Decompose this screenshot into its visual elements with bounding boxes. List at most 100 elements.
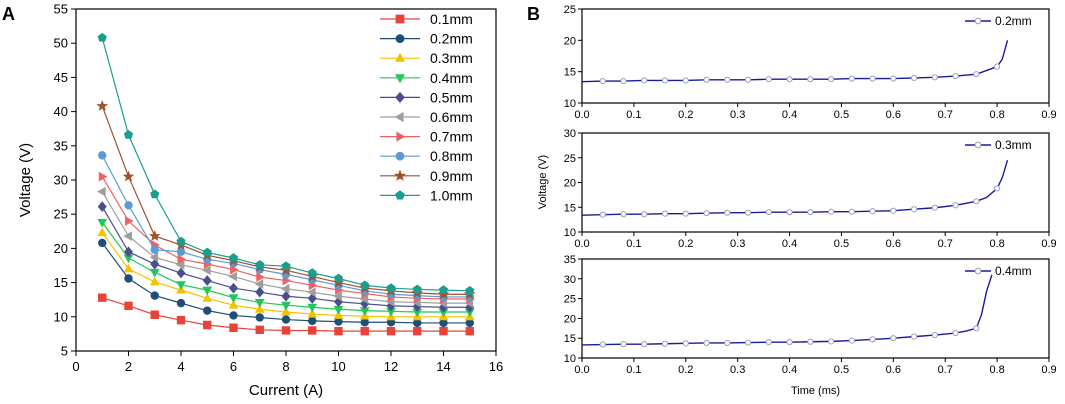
legend-item: 1.0mm [380,187,473,203]
data-point [334,317,343,326]
x-tick-label: 0.2 [678,109,693,121]
data-point [952,72,959,80]
y-tick-label: 40 [54,104,68,119]
data-point [255,259,265,269]
data-point [256,272,265,282]
legend-label: 0.3mm [995,138,1032,152]
subplot-frame [581,8,1050,104]
data-point [98,238,107,248]
data-point [620,77,627,85]
legend-item: 0.6mm [380,109,473,125]
data-point [620,341,627,348]
data-point [786,339,793,346]
data-point [973,198,980,205]
y-tick-label: 30 [564,274,576,286]
data-point [952,202,959,209]
y-tick-label: 30 [564,128,576,140]
legend-marker [393,169,407,181]
data-point [254,279,264,289]
data-point [641,211,648,218]
legend-marker [395,151,405,161]
data-point [97,227,108,237]
x-tick-label: 0.7 [938,364,953,376]
series-0.4mm [97,218,475,318]
panel-b-label: B [527,4,540,24]
data-point [254,299,265,308]
x-tick-label: 0.8 [989,238,1004,250]
panel-a-label: A [2,4,15,24]
data-point [281,290,291,302]
data-point [931,74,938,81]
data-point [724,76,731,83]
data-point [724,209,731,216]
data-point [97,201,107,213]
data-point [682,77,689,84]
x-tick-label: 0.3 [730,364,745,376]
legend-label: 0.9mm [430,168,473,184]
legend-marker [396,131,406,142]
x-tick-label: 0.5 [834,109,849,121]
data-point [333,291,342,302]
x-tick-label: 0 [72,359,79,374]
legend-item: 0.2mm [965,14,1032,28]
data-point [661,77,669,84]
data-point [229,323,238,332]
data-point [202,247,212,257]
y-tick-label: 15 [564,67,576,79]
data-point [661,210,669,217]
legend-item: 0.1mm [380,11,473,27]
legend-label: 0.6mm [430,109,473,125]
data-point [123,263,134,273]
legend-item: 0.8mm [380,148,473,164]
data-point [98,151,107,160]
data-point [97,32,107,42]
data-point [765,339,772,346]
data-point [176,267,186,279]
data-point [334,326,343,336]
legend-marker [974,267,982,275]
y-tick-label: 30 [54,173,68,188]
data-point [682,210,689,217]
data-point [994,63,1001,70]
legend-marker [395,91,405,104]
x-tick-label: 0.5 [834,238,849,250]
legend-item: 0.4mm [380,70,473,86]
data-point [869,336,876,343]
data-point [869,208,876,215]
data-point [360,326,369,336]
x-tick-label: 14 [436,359,450,374]
data-point [765,76,772,83]
data-point [807,209,814,216]
data-point [149,276,160,286]
data-point [848,75,855,82]
y-axis-title: Voltage (V) [537,155,549,209]
data-point [641,341,648,348]
data-point [123,231,132,241]
x-tick-label: 0.0 [574,364,589,376]
x-axis-title: Time (ms) [791,385,840,397]
data-point [910,74,918,82]
data-point [910,206,918,213]
data-point [786,76,793,83]
y-tick-label: 15 [564,202,576,214]
legend-item: 0.2mm [380,31,473,47]
panel-a-chart: 0 2 4 6 8 10 12 14 16 5 10 15 20 25 30 35 40 45 50 55 Curren… [17,2,503,400]
data-point [973,325,980,332]
data-point [869,75,876,82]
data-point [724,339,731,347]
legend-label: 0.1mm [430,11,473,27]
legend-label: 0.5mm [430,89,473,105]
x-tick-label: 0.3 [730,238,745,250]
legend-item: 0.5mm [380,89,473,105]
x-tick-label: 0.7 [938,238,953,250]
x-tick-label: 0.2 [678,238,693,250]
x-tick-label: 0.6 [886,364,901,376]
data-point [661,340,669,347]
data-point [202,275,212,286]
data-point [827,208,835,215]
data-point [641,77,648,84]
data-point [98,171,108,182]
data-point [280,283,290,294]
x-tick-label: 10 [331,359,345,374]
subplot-0.3mm: 0.0 0.1 0.2 0.3 0.4 0.5 0.6 0.7 0.8 0.9 10 15 20 25 30… [564,128,1057,250]
